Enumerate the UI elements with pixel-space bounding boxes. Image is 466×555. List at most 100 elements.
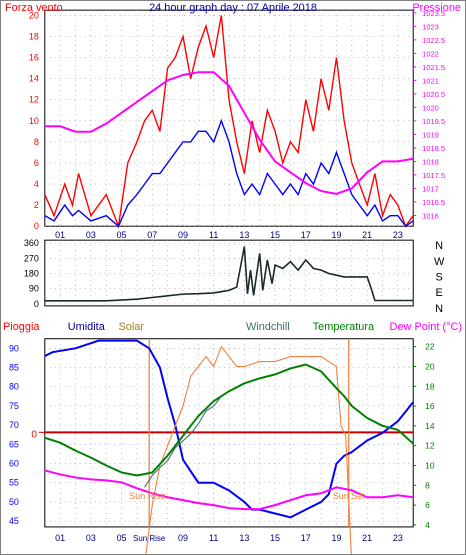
temperature-tick-label: 8	[425, 480, 430, 490]
hour-tick-label: 19	[331, 533, 341, 543]
humidity-y-ticks: 45 50 55 60 65 70 75 80 85 90	[9, 343, 19, 526]
wind-direction-series	[44, 246, 414, 302]
pressure-tick-label: 1021	[422, 76, 439, 85]
sunrise-axis-label: Sun Rise	[133, 534, 166, 543]
sunset-label: Sun Set	[333, 491, 365, 501]
pressure-tick-label: 1017	[422, 184, 439, 193]
wind-force-tick-label: 16	[29, 53, 39, 63]
temperature-tick-label: 22	[425, 342, 435, 352]
temperature-tick-label: 20	[425, 361, 435, 371]
wind-pressure-x-ticks: 01 03 05 07 09 11 13 15 17 19 21 23	[55, 230, 403, 240]
temperature-line	[44, 363, 414, 477]
temperature-humidity-panel: Pioggia Umidita Solar Windchill Temperat…	[3, 321, 462, 554]
hour-tick-label: 17	[301, 533, 311, 543]
temperature-series	[38, 338, 415, 554]
pressure-tick-label: 1023	[422, 22, 439, 31]
humidity-tick-label: 80	[9, 382, 19, 392]
humidity-tick-label: 85	[9, 363, 19, 373]
humidity-tick-label: 60	[9, 459, 19, 469]
hour-tick-label: 05	[117, 533, 127, 543]
wind-force-tick-label: 18	[29, 31, 39, 41]
pressure-axis-label: Pressione	[412, 2, 461, 14]
humidity-tick-label: 70	[9, 420, 19, 430]
wind-pressure-panel: Forza vento 24 hour graph day : 07 April…	[5, 2, 461, 240]
temperature-tick-label: 18	[425, 381, 435, 391]
pressure-tick-label: 1016.5	[422, 198, 445, 207]
pressure-tick-label: 1019.5	[422, 117, 445, 126]
dew-point-label: Dew Point (°C)	[390, 321, 462, 333]
humidity-tick-label: 65	[9, 439, 19, 449]
humidity-tick-label: 45	[9, 516, 19, 526]
hour-tick-label: 19	[331, 230, 341, 240]
hour-tick-label: 01	[55, 533, 65, 543]
dewpoint-line	[44, 469, 414, 511]
sunrise-label: Sun Rise	[129, 491, 165, 501]
pressure-tick-label: 1020.5	[422, 90, 445, 99]
pressure-tick-label: 1020	[422, 103, 439, 112]
wind-line	[44, 118, 414, 228]
rain-label: Pioggia	[3, 321, 40, 333]
temperature-label: Temperatura	[313, 321, 375, 333]
hour-tick-label: 13	[239, 533, 249, 543]
wind-force-tick-label: 14	[29, 74, 39, 84]
direction-tick-label: 180	[24, 269, 39, 279]
rain-value-label: 0	[31, 429, 37, 440]
hour-tick-label: 23	[393, 533, 403, 543]
temperature-grid	[44, 338, 414, 527]
direction-tick-label: 90	[29, 284, 39, 294]
humidity-tick-label: 75	[9, 401, 19, 411]
temperature-tick-label: 16	[425, 401, 435, 411]
hour-tick-label: 09	[178, 533, 188, 543]
wind-force-tick-label: 10	[29, 116, 39, 126]
wind-force-tick-label: 6	[34, 158, 39, 168]
wind-pressure-series	[44, 15, 414, 229]
solar-line	[145, 345, 352, 554]
direction-line	[44, 246, 414, 302]
direction-tick-label: 360	[24, 238, 39, 248]
hour-tick-label: 03	[86, 533, 96, 543]
hour-tick-label: 21	[362, 533, 372, 543]
hour-tick-label: 01	[55, 230, 65, 240]
direction-tick-label: 0	[34, 299, 39, 309]
temperature-tick-label: 12	[425, 441, 435, 451]
gust-line	[44, 15, 414, 229]
pressure-line	[44, 71, 414, 195]
wind-direction-y-ticks: 0 90 180 270 360	[24, 238, 39, 309]
humidity-tick-label: 90	[9, 343, 19, 353]
pressure-tick-label: 1017.5	[422, 171, 445, 180]
wind-force-axis-label: Forza vento	[5, 2, 63, 14]
hour-tick-label: 15	[270, 230, 280, 240]
humidity-tick-label: 55	[9, 478, 19, 488]
wind-force-tick-label: 12	[29, 95, 39, 105]
windchill-line	[144, 390, 230, 488]
hour-tick-label: 11	[209, 230, 218, 240]
chart-title: 24 hour graph day : 07 Aprile 2018	[149, 2, 317, 14]
hour-tick-label: 17	[301, 230, 311, 240]
compass-label: E	[435, 287, 442, 299]
windchill-label: Windchill	[246, 321, 290, 333]
temperature-y-ticks: 4 6 8 10 12 14 16 18 20 22	[413, 342, 435, 530]
temperature-tick-label: 10	[425, 461, 435, 471]
temperature-tick-label: 6	[425, 500, 430, 510]
wind-pressure-plot-frame	[44, 9, 414, 227]
wind-force-tick-label: 0	[34, 221, 39, 231]
hour-tick-label: 07	[147, 230, 157, 240]
direction-tick-label: 270	[24, 253, 39, 263]
wind-direction-plot-frame	[44, 239, 414, 307]
humidity-label: Umidita	[68, 321, 106, 333]
temperature-tick-label: 4	[425, 520, 430, 530]
hour-tick-label: 15	[270, 533, 280, 543]
wind-force-tick-label: 4	[34, 179, 39, 189]
pressure-tick-label: 1018	[422, 157, 439, 166]
hour-tick-label: 21	[362, 230, 372, 240]
wind-force-tick-label: 2	[34, 200, 39, 210]
compass-label: W	[434, 256, 445, 268]
hour-tick-label: 13	[239, 230, 249, 240]
pressure-y-ticks: 1016 1016.5 1017 1017.5 1018 1018.5 1019 1019.5…	[413, 9, 445, 220]
compass-label: S	[435, 271, 442, 283]
hour-tick-label: 03	[86, 230, 96, 240]
pressure-tick-label: 1021.5	[422, 63, 445, 72]
hour-tick-label: 11	[209, 533, 218, 543]
